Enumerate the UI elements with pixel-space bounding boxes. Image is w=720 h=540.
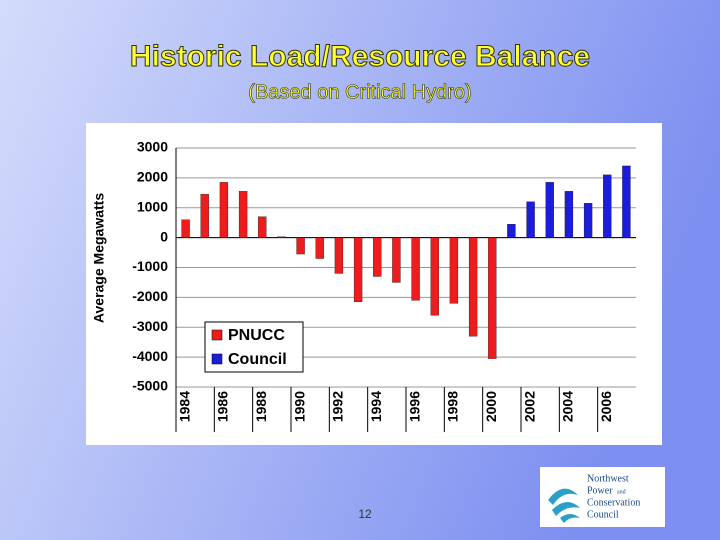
bar bbox=[373, 237, 382, 277]
bar bbox=[583, 203, 593, 238]
x-tick-label: 1998 bbox=[445, 391, 461, 422]
x-tick-label: 2000 bbox=[483, 391, 499, 422]
bar bbox=[334, 237, 344, 274]
y-tick-label: 2000 bbox=[137, 169, 168, 185]
bar bbox=[200, 194, 209, 238]
y-tick-label: -2000 bbox=[132, 288, 168, 304]
bar bbox=[315, 237, 324, 259]
bar bbox=[277, 236, 286, 238]
logo: Northwest Power and Conservation Council bbox=[540, 467, 665, 527]
x-tick-label: 2002 bbox=[521, 391, 537, 422]
logo-text: Conservation bbox=[587, 497, 640, 508]
bar bbox=[545, 182, 554, 238]
x-tick-label: 1984 bbox=[176, 391, 192, 422]
x-tick-label: 1986 bbox=[215, 391, 231, 422]
bar bbox=[507, 224, 516, 238]
bar bbox=[430, 237, 439, 316]
logo-box bbox=[540, 467, 665, 527]
bar bbox=[353, 237, 363, 303]
x-tick-label: 1996 bbox=[406, 391, 422, 422]
x-tick-label: 1994 bbox=[368, 391, 384, 422]
chart-area bbox=[86, 123, 662, 445]
x-tick-label: 1992 bbox=[330, 391, 346, 422]
bar bbox=[468, 237, 478, 337]
legend-label: Council bbox=[228, 351, 287, 368]
bar bbox=[449, 237, 459, 304]
bar bbox=[526, 201, 535, 238]
bar bbox=[411, 237, 420, 301]
logo-text: Power bbox=[587, 485, 613, 496]
logo-text: Northwest bbox=[587, 473, 629, 484]
y-tick-label: -5000 bbox=[132, 378, 168, 394]
bar bbox=[564, 191, 574, 238]
bar bbox=[181, 219, 190, 238]
slide-subtitle: (Based on Critical Hydro) bbox=[248, 81, 471, 103]
y-tick-label: 1000 bbox=[137, 198, 168, 214]
bar bbox=[258, 216, 267, 238]
y-axis-label: Average Megawatts bbox=[91, 193, 107, 323]
logo-text: and bbox=[617, 489, 626, 495]
y-tick-label: -3000 bbox=[132, 318, 168, 334]
y-tick-label: -4000 bbox=[132, 348, 168, 364]
plot: -5000 -4000 -3000 -2000 -1000 0 1000 2000 3000 19… bbox=[132, 139, 636, 432]
legend-label: PNUCC bbox=[228, 327, 285, 344]
bar bbox=[296, 237, 305, 255]
legend-swatch bbox=[211, 353, 223, 365]
x-tick-label: 1990 bbox=[291, 391, 307, 422]
bar bbox=[603, 174, 612, 238]
bar bbox=[392, 237, 401, 283]
x-tick-label: 2004 bbox=[560, 391, 576, 422]
y-tick-label: 3000 bbox=[137, 139, 168, 155]
bar bbox=[219, 182, 229, 238]
logo-text: Council bbox=[587, 509, 619, 520]
y-tick-label: -1000 bbox=[132, 258, 168, 274]
bar bbox=[488, 237, 497, 359]
y-tick-label: 0 bbox=[160, 228, 168, 244]
slide-title: Historic Load/Resource Balance bbox=[130, 40, 590, 73]
x-tick-label: 2006 bbox=[598, 391, 614, 422]
x-tick-label: 1988 bbox=[253, 391, 269, 422]
logo-icon bbox=[548, 488, 580, 523]
legend-swatch bbox=[211, 329, 223, 341]
page-number: 12 bbox=[358, 507, 372, 521]
bar bbox=[622, 165, 631, 238]
bar bbox=[238, 191, 248, 238]
